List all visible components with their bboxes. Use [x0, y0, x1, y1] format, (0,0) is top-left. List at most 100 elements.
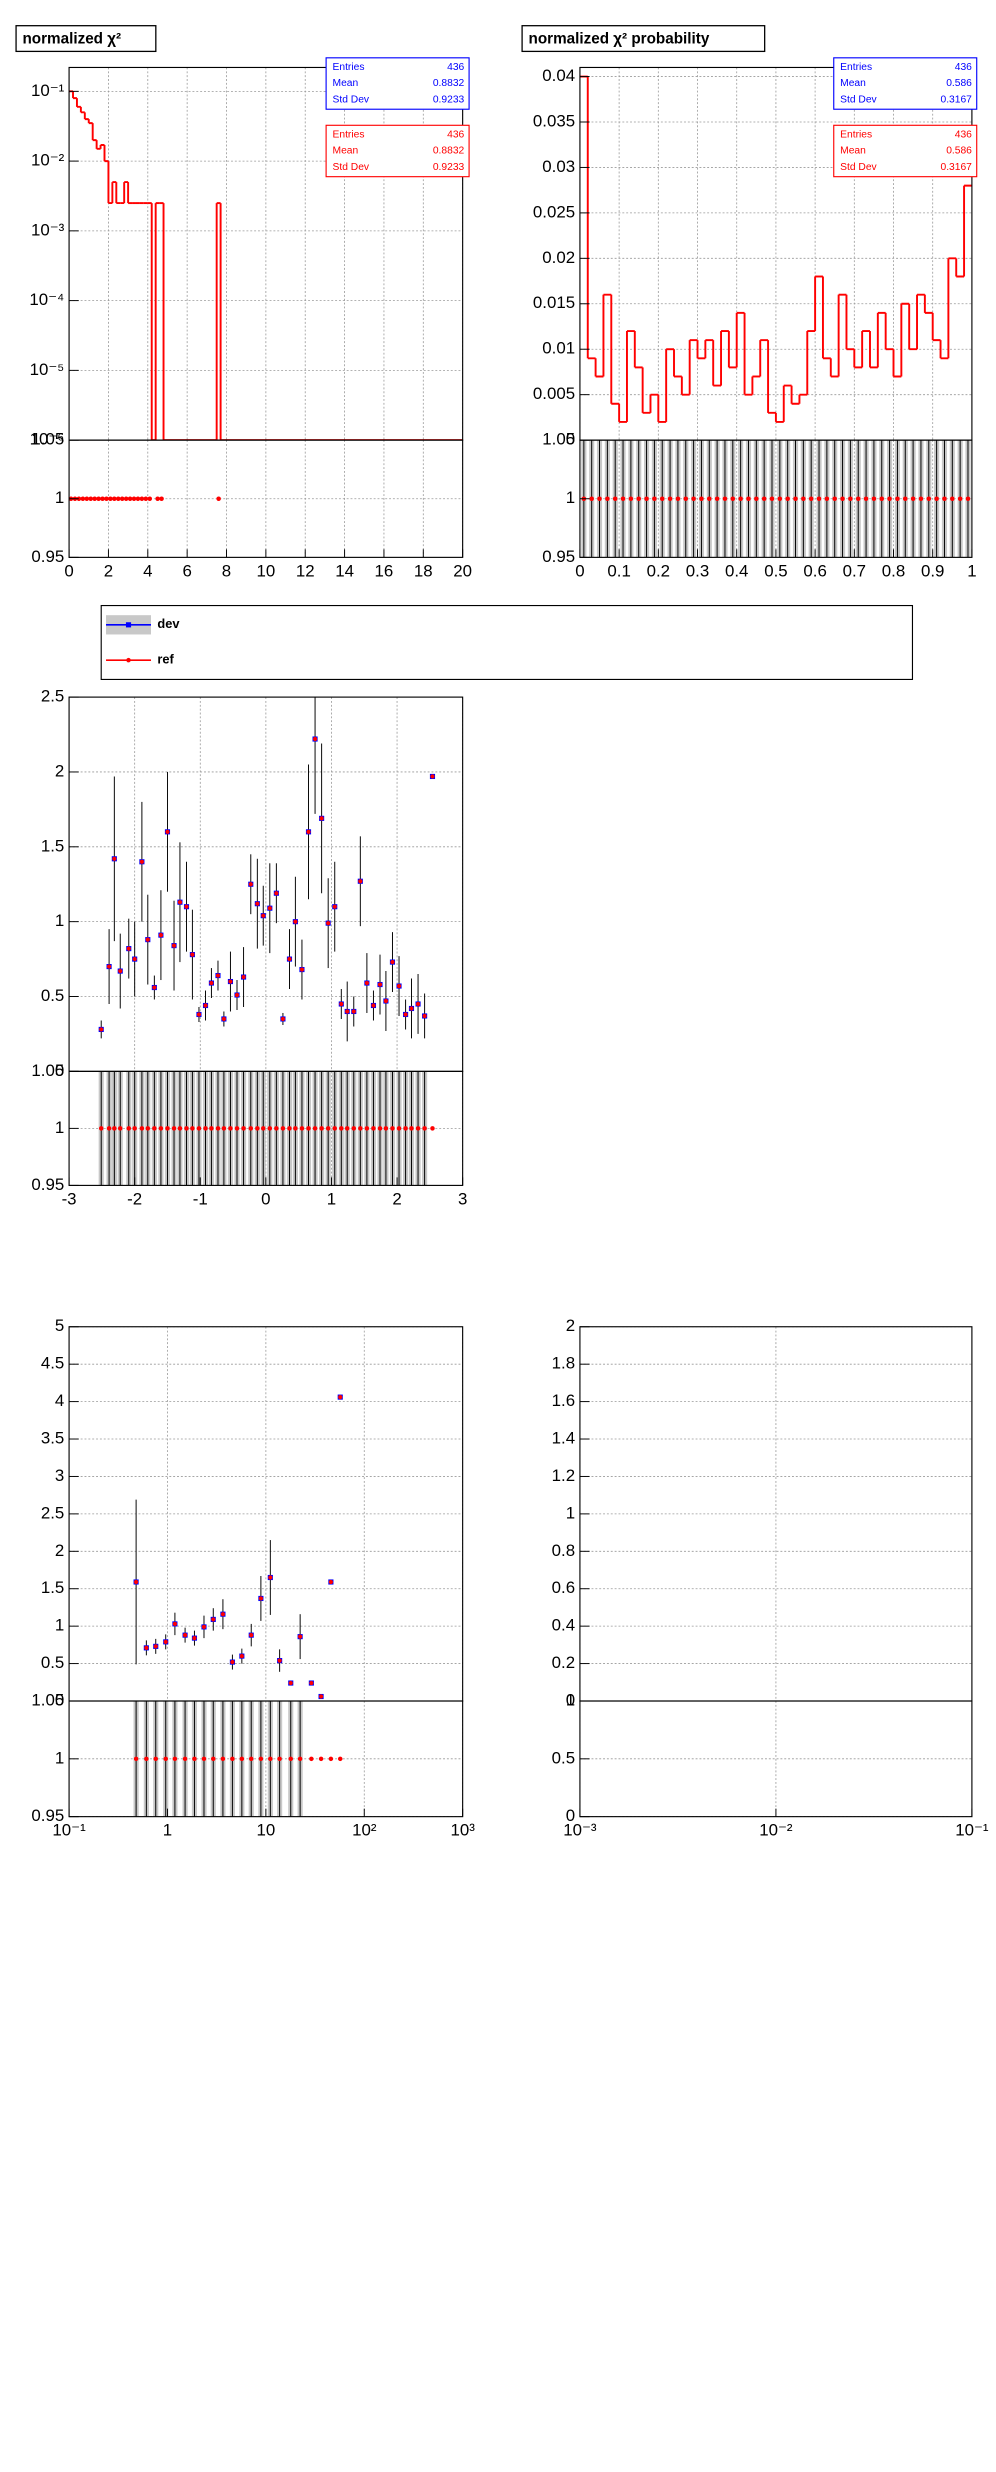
ratio-point [239, 1756, 245, 1762]
point [190, 952, 195, 957]
ratio-point [116, 496, 121, 501]
stats-value: 0.586 [946, 146, 972, 157]
point [171, 943, 177, 948]
y-tick-label: 10⁻³ [31, 220, 65, 239]
ratio-point [96, 496, 101, 501]
ratio-point [605, 496, 610, 501]
x-tick-label: 1 [327, 1189, 336, 1208]
ratio-point [887, 496, 892, 501]
x-tick-label: 0.6 [803, 561, 826, 580]
y-tick-label: 0.5 [41, 986, 64, 1005]
stats-value: 0.3167 [940, 94, 972, 105]
ratio-point [707, 496, 712, 501]
x-tick-label: 0.9 [921, 561, 944, 580]
point [287, 956, 292, 962]
ratio-point [139, 1126, 145, 1131]
ratio-point [267, 1126, 273, 1131]
ratio-point [221, 1126, 227, 1131]
ratio-frame [579, 1700, 973, 1818]
point [306, 829, 311, 834]
ratio-point [297, 1756, 303, 1762]
y-tick-label: 10⁻¹ [31, 81, 65, 100]
ratio-point [879, 496, 884, 501]
stats-label: Std Dev [840, 94, 877, 105]
y-tick-label: 5 [55, 1316, 64, 1335]
ratio-point [801, 496, 806, 501]
ratio-point [848, 496, 853, 501]
ratio-point [112, 1126, 117, 1131]
ratio-point [133, 1756, 139, 1762]
legend-marker [125, 622, 132, 628]
point [139, 859, 144, 864]
point [328, 1579, 333, 1585]
ratio-point [106, 1126, 112, 1131]
ratio-point [903, 496, 908, 501]
point [248, 882, 253, 887]
x-tick-label: 0.3 [686, 561, 709, 580]
y-tick-label: 2.5 [41, 1503, 64, 1522]
point [112, 856, 117, 861]
title-box [15, 25, 157, 53]
y-tick-label: 1.5 [41, 836, 64, 855]
stats-label: Entries [333, 130, 365, 141]
ratio-point [675, 496, 681, 501]
ratio-point [309, 1756, 314, 1762]
x-tick-label: 10⁻¹ [955, 1821, 989, 1840]
ratio-point [80, 496, 86, 501]
point [258, 1596, 263, 1601]
point [220, 1612, 226, 1617]
main-area [579, 67, 972, 441]
stats-value: 436 [447, 130, 464, 141]
ratio-y-tick-label: 1.05 [542, 430, 575, 449]
point [280, 1016, 286, 1022]
ratio-point [182, 1756, 188, 1762]
ratio-frame [68, 1070, 464, 1186]
ratio-point [145, 1126, 151, 1131]
ratio-point [306, 1126, 311, 1131]
y-tick-label: 1.4 [552, 1428, 575, 1447]
ratio-y-tick-label: 0.95 [31, 547, 64, 566]
point [196, 1012, 202, 1017]
x-tick-label: 2 [104, 561, 113, 580]
ratio-point [628, 496, 634, 501]
ratio-point [241, 1126, 246, 1131]
x-tick-label: 1 [163, 1821, 172, 1840]
y-tick-label: 2 [566, 1316, 575, 1335]
point [239, 1654, 244, 1659]
ratio-point [228, 1126, 233, 1131]
ratio-point [699, 496, 704, 501]
ratio-point [119, 496, 125, 501]
ratio-point [863, 496, 869, 501]
ratio-point [177, 1126, 183, 1131]
point [268, 1575, 273, 1580]
ratio-point [143, 496, 149, 501]
point [430, 774, 435, 779]
ratio-point [255, 1126, 260, 1131]
y-tick-label: 1.5 [41, 1578, 64, 1597]
ratio-area [579, 440, 972, 558]
y-tick-label: 0.025 [533, 202, 575, 221]
chart-title: normalized χ² [22, 30, 121, 47]
x-tick-label: 10⁻³ [563, 1821, 597, 1840]
ratio-point [84, 496, 90, 501]
ratio-point [910, 496, 916, 501]
point [403, 1012, 408, 1017]
ratio-point [152, 1126, 157, 1131]
y-tick-label: 0.4 [552, 1616, 575, 1635]
point [158, 933, 164, 938]
ratio-point [714, 496, 720, 501]
panel: -3 -2 -1 0 1 2 3 0 0.5 1 1.5 2 2.5 0.95 1 1.05 [31, 687, 467, 1209]
point [182, 1633, 188, 1638]
ratio-y-tick-label: 0.95 [31, 1175, 64, 1194]
ratio-point [258, 1756, 264, 1762]
x-tick-label: 6 [182, 561, 191, 580]
ratio-y-tick-label: 1.05 [31, 1061, 64, 1080]
ratio-point [691, 496, 696, 501]
y-tick-label: 2 [55, 1541, 64, 1560]
point [312, 736, 318, 742]
ratio-frame [68, 439, 464, 558]
ratio-point [92, 496, 97, 501]
x-tick-label: 0 [64, 561, 73, 580]
x-tick-label: -1 [193, 1189, 208, 1208]
y-tick-label: 3.5 [41, 1428, 64, 1447]
